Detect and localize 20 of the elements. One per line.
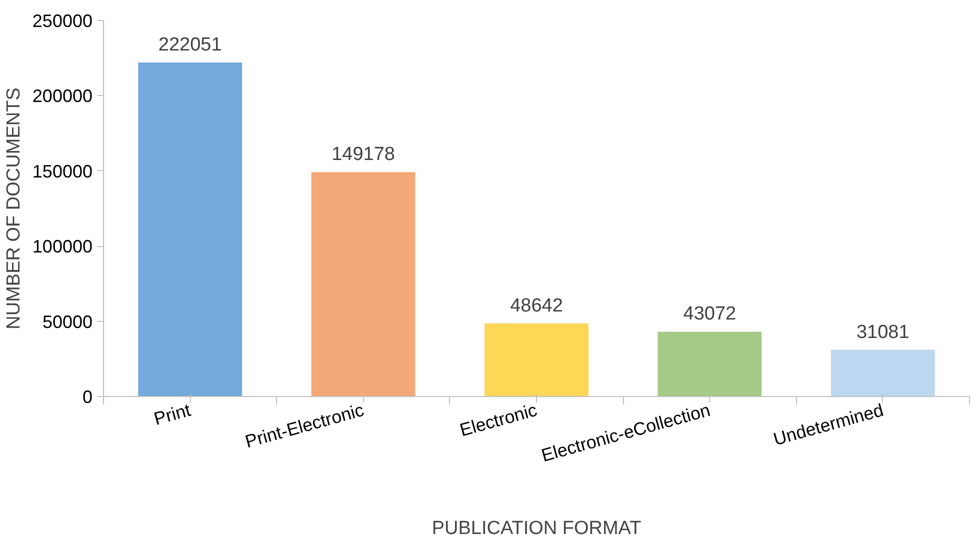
data-label: 149178 xyxy=(332,144,396,166)
bar xyxy=(484,323,588,396)
y-tick-label: 200000 xyxy=(32,86,93,106)
x-axis-title: PUBLICATION FORMAT xyxy=(432,518,642,540)
y-tick-label: 250000 xyxy=(32,11,93,31)
data-label: 48642 xyxy=(510,295,563,316)
y-tick-label: 0 xyxy=(82,387,93,407)
bar xyxy=(311,172,416,396)
x-tick-label: Print xyxy=(152,400,193,430)
x-tick-label: Electronic xyxy=(458,400,540,440)
data-label: 222051 xyxy=(158,34,222,56)
data-label: 43072 xyxy=(683,304,736,325)
bar xyxy=(658,332,762,396)
data-label: 31081 xyxy=(856,322,910,343)
bar xyxy=(830,350,935,396)
y-tick-label: 150000 xyxy=(32,161,93,182)
bar xyxy=(138,62,242,396)
y-tick-label: 100000 xyxy=(32,236,93,257)
y-axis-title: NUMBER OF DOCUMENTS xyxy=(3,88,24,330)
y-tick-label: 50000 xyxy=(42,312,93,332)
